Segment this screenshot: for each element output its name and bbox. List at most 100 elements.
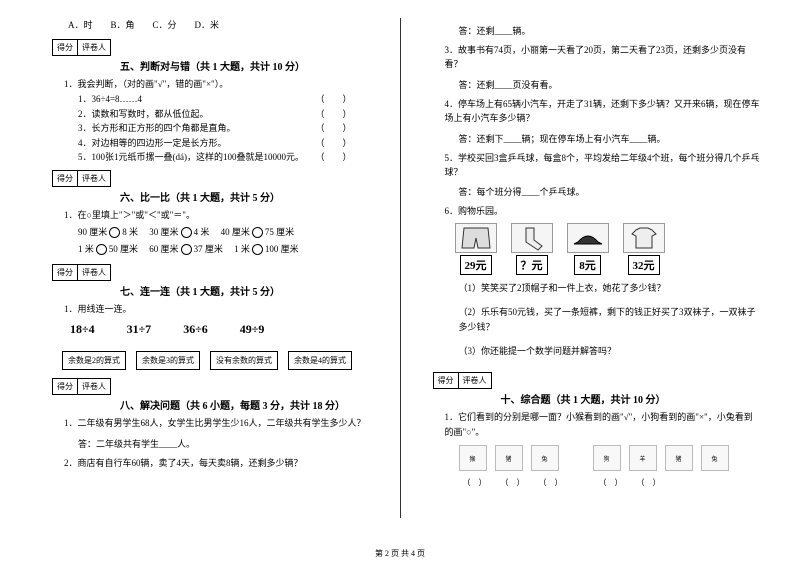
rem-box: 没有余数的算式 [210,351,278,370]
circle-blank [252,244,263,255]
bracket: （ ） [315,121,351,135]
paren: （ ） [599,477,623,488]
bracket: （ ） [315,107,351,121]
q5-1-3: 3．长方形和正方形的四个角都是直角。 （ ） [40,121,380,135]
paren: （ ） [539,477,563,488]
hat-icon [567,223,609,253]
q7-1: 1．用线连一连。 [40,302,380,316]
a8-5: 答：每个班分得____个乒乓球。 [421,185,761,198]
cmp-val: 4 米 [194,227,210,237]
score-box-6: 得分 评卷人 [52,170,380,187]
q5-1: 1．我会判断，（对的画"√"，错的画"×"）。 [40,77,380,91]
score-box-8: 得分 评卷人 [52,378,380,395]
animal-icon: 羊 [629,445,657,471]
shop-item-hat: 8元 [567,223,609,275]
paren: （ ） [501,477,525,488]
score-box-7: 得分 评卷人 [52,264,380,281]
paren-row: （ ） （ ） （ ） （ ） （ ） [421,477,761,488]
price: 8元 [574,255,601,275]
score-box-10: 得分 评卷人 [433,372,761,389]
shop-item-shirt: 32元 [623,223,665,275]
price: ？元 [516,255,548,275]
q8-5: 5．学校买回3盒乒乓球，每盒8个，平均发给二年级4个班，每个班分得几个乒乓球？ [421,151,761,180]
cmp-val: 75 厘米 [265,227,294,237]
price: 29元 [460,255,492,275]
shop-row: 29元 ？元 8元 32元 [421,223,761,275]
cmp-val: 100 厘米 [265,244,299,254]
q8-2: 2．商店有自行车60辆，卖了4天，每天卖8辆，还剩多少辆？ [40,456,380,470]
bracket: （ ） [315,136,351,150]
cmp-val: 1 米 [78,244,94,254]
animals-row: 猴 猪 兔 狗 羊 猪 兔 [421,445,761,471]
item-text: 5．100张1元纸币摞一叠(dá)，这样的100叠就是10000元。 [78,152,304,162]
bracket: （ ） [315,92,351,106]
q8-3: 3．故事书有74页，小丽第一天看了20页，第二天看了23页，还剩多少页没有看？ [421,43,761,72]
a8-3: 答：还剩____页没有看。 [421,78,761,91]
bracket: （ ） [315,150,351,164]
price: 32元 [628,255,660,275]
a8-1: 答：二年级共有学生____人。 [40,437,380,450]
score-label: 得分 [52,264,78,281]
a8-4: 答：还剩下____辆；现在停车场上有小汽车____辆。 [421,132,761,145]
animal-icon: 兔 [701,445,729,471]
animal-icon: 兔 [531,445,559,471]
item-text: 2．读数和写数时，都从低位起。 [78,109,209,119]
shop-item-socks: ？元 [511,223,553,275]
reviewer-label: 评卷人 [78,378,111,395]
sq2: （2）乐乐有50元钱，买了一条短裤，剩下的钱正好买了3双袜子，一双袜子多少钱？ [421,305,761,334]
circle-blank [181,244,192,255]
column-divider [400,18,401,518]
division-row: 18÷4 31÷7 36÷6 49÷9 [40,322,380,337]
q8-4: 4．停车场上有65辆小汽车，开走了31辆，还剩下多少辆？又开来6辆，现在停车场上… [421,97,761,126]
socks-icon [511,223,553,253]
page-container: A．时 B．角 C．分 D．米 得分 评卷人 五、判断对与错（共 1 大题，共计… [40,18,760,538]
animal-icon: 猪 [665,445,693,471]
paren: （ ） [463,477,487,488]
circle-blank [181,227,192,238]
q8-1: 1．二年级有男学生68人，女学生比男学生少16人，二年级共有学生多少人？ [40,416,380,430]
cmp-val: 40 厘米 [221,227,250,237]
paren: （ ） [637,477,661,488]
reviewer-label: 评卷人 [78,264,111,281]
q6-1: 1．在○里填上"＞"或"＜"或"＝"。 [40,208,380,222]
compare-row-1: 90 厘米 8 米 30 厘米 4 米 40 厘米 75 厘米 [40,224,380,241]
circle-blank [109,227,120,238]
div-expr: 49÷9 [240,322,265,337]
section-10-title: 十、综合题（共 1 大题，共计 10 分） [501,391,761,406]
remainder-boxes: 余数是2的算式 余数是3的算式 没有余数的算式 余数是4的算式 [40,351,380,370]
reviewer-label: 评卷人 [78,39,111,56]
circle-blank [252,227,263,238]
shop-item-shorts: 29元 [455,223,497,275]
cmp-val: 50 厘米 [109,244,138,254]
q5-1-4: 4．对边相等的四边形一定是长方形。（ ） [40,136,380,150]
item-text: 3．长方形和正方形的四个角都是直角。 [78,123,236,133]
section-5-title: 五、判断对与错（共 1 大题，共计 10 分） [120,58,380,73]
left-column: A．时 B．角 C．分 D．米 得分 评卷人 五、判断对与错（共 1 大题，共计… [40,18,380,538]
reviewer-label: 评卷人 [78,170,111,187]
div-expr: 31÷7 [127,322,152,337]
section-7-title: 七、连一连（共 1 大题，共计 5 分） [120,283,380,298]
q8-6: 6．购物乐园。 [421,204,761,218]
animal-icon: 猴 [459,445,487,471]
rem-box: 余数是3的算式 [136,351,200,370]
q5-1-2: 2．读数和写数时，都从低位起。 （ ） [40,107,380,121]
score-label: 得分 [52,378,78,395]
cmp-val: 60 厘米 [149,244,178,254]
cmp-val: 30 厘米 [149,227,178,237]
rem-box: 余数是2的算式 [62,351,126,370]
score-label: 得分 [433,372,459,389]
spacer [567,445,585,471]
cmp-val: 8 米 [122,227,138,237]
reviewer-label: 评卷人 [459,372,492,389]
q10-1: 1．它们看到的分别是哪一面？小猴看到的画"√"，小狗看到的画"×"，小兔看到的画… [421,410,761,439]
score-label: 得分 [52,39,78,56]
compare-row-2: 1 米50 厘米 60 厘米37 厘米 1 米100 厘米 [40,241,380,258]
animal-icon: 猪 [495,445,523,471]
section-6-title: 六、比一比（共 1 大题，共计 5 分） [120,189,380,204]
q5-1-1: 1．36÷4=8……4（ ） [40,92,380,106]
score-label: 得分 [52,170,78,187]
rem-box: 余数是4的算式 [288,351,352,370]
div-expr: 36÷6 [183,322,208,337]
cmp-val: 90 厘米 [78,227,107,237]
section-8-title: 八、解决问题（共 6 小题，每题 3 分，共计 18 分） [120,397,380,412]
